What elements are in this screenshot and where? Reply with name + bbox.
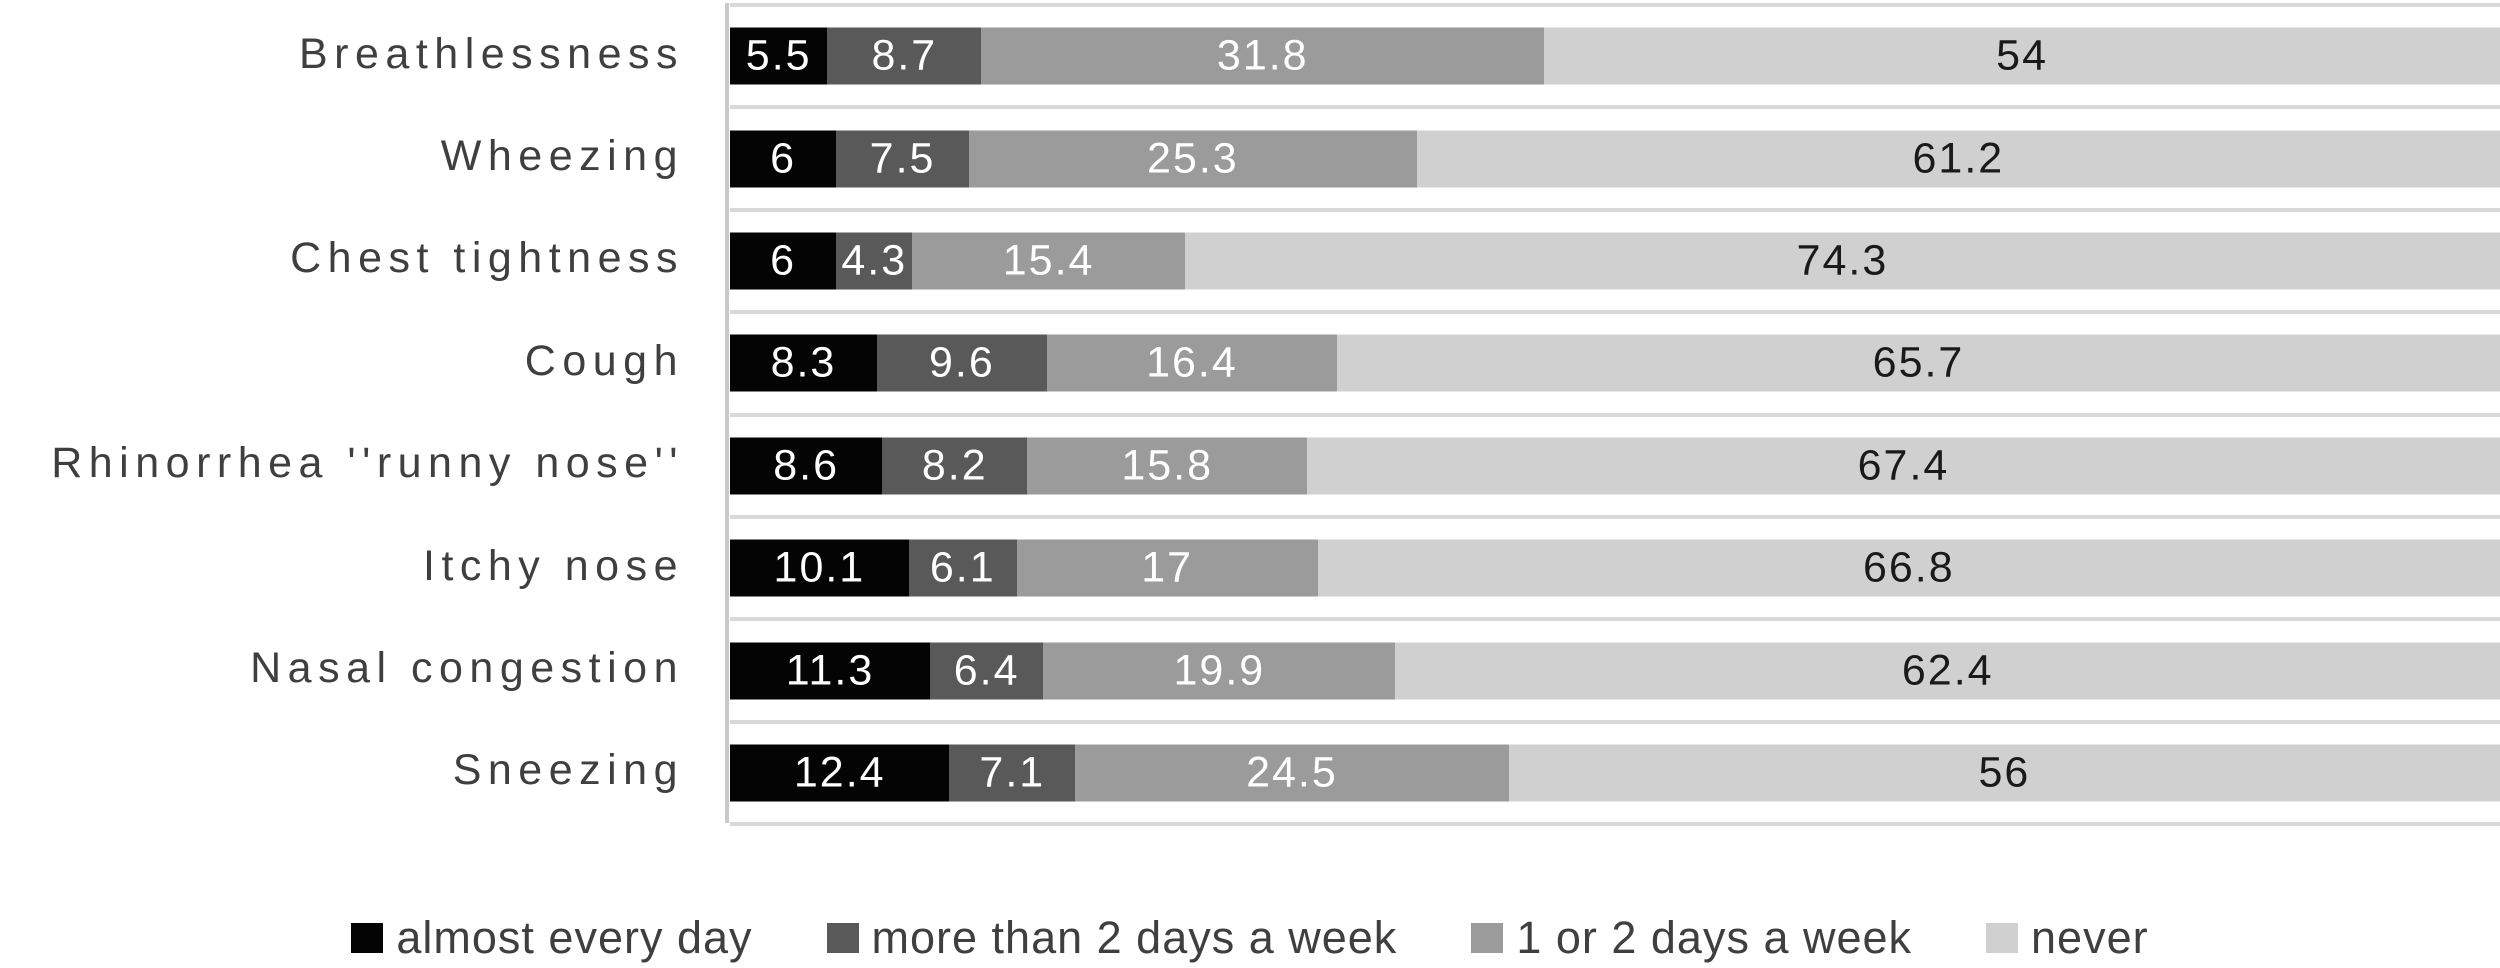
bar-segment: 54 (1544, 27, 2500, 85)
category-axis-line (725, 3, 729, 823)
category-label: Cough (524, 336, 684, 385)
stacked-bar: 11.3 6.4 19.9 62.4 (730, 642, 2500, 700)
bar-segment: 8.3 (730, 334, 877, 392)
bar-segment: 12.4 (730, 744, 950, 802)
category-label: Breathlessness (299, 29, 684, 78)
legend-label: 1 or 2 days a week (1516, 912, 1913, 963)
stacked-bar: 6 4.3 15.4 74.3 (730, 232, 2500, 290)
chart-row: 11.3 6.4 19.9 62.4 (730, 617, 2500, 719)
legend-label: more than 2 days a week (871, 912, 1398, 963)
category-label: Chest tightness (290, 234, 684, 283)
category-labels: Breathlessness Wheezing Chest tightness Cou… (0, 3, 684, 822)
category-label: Rhinorrhea ''runny nose'' (51, 439, 684, 488)
chart-row: 8.3 9.6 16.4 65.7 (730, 310, 2500, 412)
bar-segment: 9.6 (876, 334, 1047, 392)
bar-segment: 4.3 (836, 232, 913, 290)
bar-segment: 7.1 (949, 744, 1076, 802)
chart-row: 5.5 8.7 31.8 54 (730, 3, 2500, 105)
legend-swatch-icon (1471, 923, 1504, 953)
stacked-bar: 12.4 7.1 24.5 56 (730, 744, 2500, 802)
legend-swatch-icon (826, 923, 859, 953)
bar-segment: 15.8 (1027, 437, 1307, 495)
category-label: Sneezing (452, 746, 684, 795)
legend-item: 1 or 2 days a week (1471, 912, 1912, 964)
bar-segment: 6.4 (930, 642, 1044, 700)
bar-segment: 16.4 (1046, 334, 1338, 392)
stacked-bar: 8.6 8.2 15.8 67.4 (730, 437, 2500, 495)
legend-swatch-icon (1986, 923, 2019, 953)
legend-item: never (1986, 912, 2149, 964)
stacked-bar: 5.5 8.7 31.8 54 (730, 27, 2500, 85)
bar-segment: 61.2 (1416, 130, 2500, 188)
legend-label: never (2031, 912, 2149, 963)
bar-segment: 31.8 (981, 27, 1545, 85)
bar-segment: 5.5 (730, 27, 828, 85)
chart-row: 10.1 6.1 17 66.8 (730, 514, 2500, 617)
legend-swatch-icon (351, 923, 384, 953)
bar-segment: 10.1 (730, 539, 909, 597)
stacked-bar: 6 7.5 25.3 61.2 (730, 130, 2500, 188)
category-label: Nasal congestion (250, 644, 684, 693)
bar-segment: 7.5 (836, 130, 969, 188)
bar-segment: 67.4 (1307, 437, 2500, 495)
bar-segment: 8.6 (730, 437, 883, 495)
category-label: Wheezing (440, 132, 684, 181)
bar-segment: 8.7 (827, 27, 982, 85)
bar-segment: 19.9 (1043, 642, 1396, 700)
legend-label: almost every day (396, 912, 753, 963)
plot-area: 5.5 8.7 31.8 54 6 7.5 25.3 61.2 6 4.3 15.4 74.3 8.3 9… (730, 3, 2500, 827)
bar-segment: 56 (1508, 744, 2500, 802)
bar-segment: 74.3 (1184, 232, 2500, 290)
bar-segment: 66.8 (1317, 539, 2500, 597)
bar-segment: 8.2 (882, 437, 1028, 495)
bar-segment: 62.4 (1395, 642, 2500, 700)
category-label: Itchy nose (423, 541, 684, 590)
stacked-bar: 8.3 9.6 16.4 65.7 (730, 334, 2500, 392)
bar-segment: 11.3 (730, 642, 930, 700)
bar-segment: 65.7 (1337, 334, 2500, 392)
legend: almost every day more than 2 days a week 1… (0, 912, 2500, 964)
legend-item: almost every day (351, 912, 752, 964)
chart-row: 12.4 7.1 24.5 56 (730, 719, 2500, 822)
bar-segment: 24.5 (1075, 744, 1509, 802)
bar-segment: 15.4 (912, 232, 1185, 290)
bar-segment: 17 (1016, 539, 1318, 597)
bar-segment: 6 (730, 130, 837, 188)
bar-segment: 6 (730, 232, 837, 290)
bar-segment: 25.3 (968, 130, 1417, 188)
chart-row: 6 4.3 15.4 74.3 (730, 207, 2500, 310)
legend-item: more than 2 days a week (826, 912, 1398, 964)
stacked-bar: 10.1 6.1 17 66.8 (730, 539, 2500, 597)
bar-segment: 6.1 (908, 539, 1017, 597)
chart-row: 8.6 8.2 15.8 67.4 (730, 412, 2500, 515)
chart-row: 6 7.5 25.3 61.2 (730, 105, 2500, 207)
